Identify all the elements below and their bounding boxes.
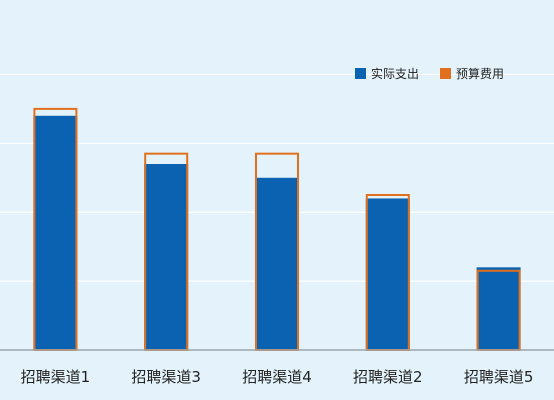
bar-actual-5 bbox=[476, 267, 521, 350]
bar-actual-1 bbox=[33, 115, 78, 351]
tick-label-4: 招聘渠道2 bbox=[353, 368, 423, 386]
legend-label-actual: 实际支出 bbox=[371, 66, 419, 81]
legend: 实际支出 预算费用 bbox=[355, 66, 504, 81]
legend-swatch-budget bbox=[440, 68, 451, 79]
legend-label-budget: 预算费用 bbox=[456, 66, 504, 81]
bar-actual-3 bbox=[255, 177, 299, 350]
tick-label-1: 招聘渠道1 bbox=[21, 368, 91, 386]
tick-label-3: 招聘渠道4 bbox=[242, 368, 312, 386]
bar-actual-4 bbox=[365, 198, 410, 350]
tick-label-5: 招聘渠道5 bbox=[464, 368, 534, 386]
tick-label-2: 招聘渠道3 bbox=[131, 368, 201, 386]
bar-actual-2 bbox=[144, 164, 189, 350]
legend-swatch-actual bbox=[355, 68, 366, 79]
x-tick-labels: 招聘渠道1 招聘渠道3 招聘渠道4 招聘渠道2 招聘渠道5 bbox=[21, 368, 534, 386]
